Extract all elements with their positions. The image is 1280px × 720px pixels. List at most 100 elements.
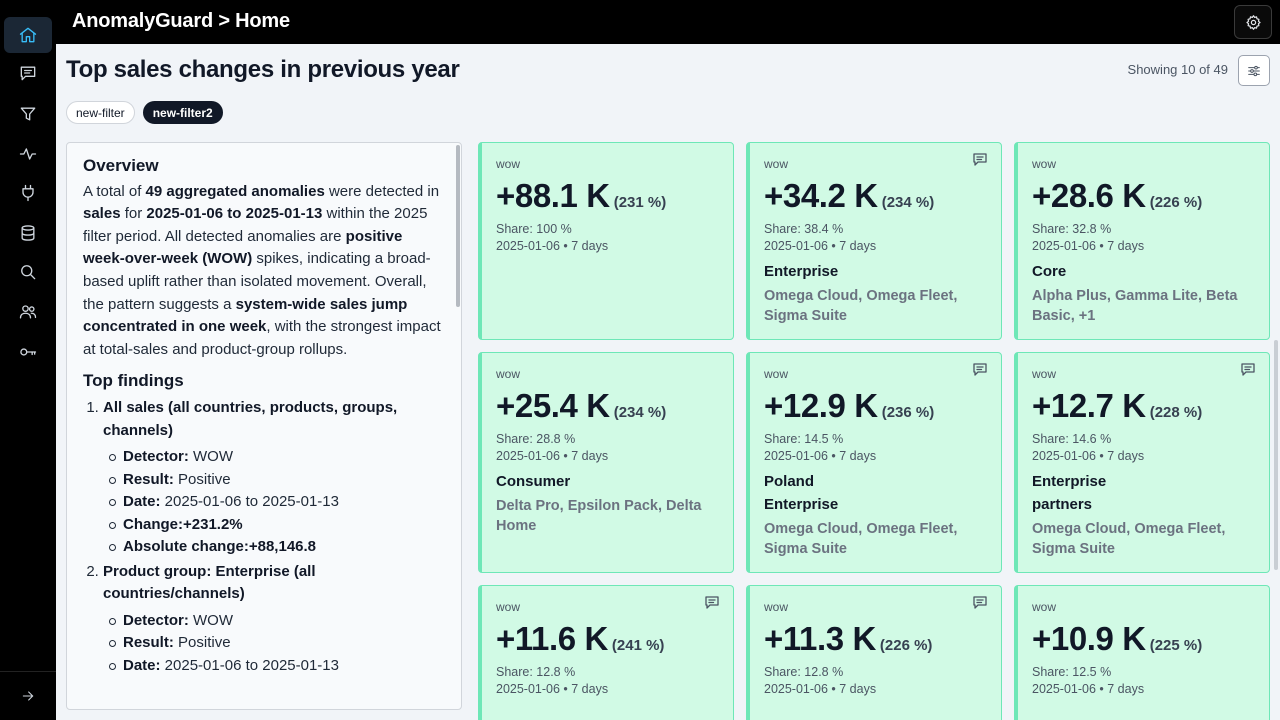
change-percent: (226 %) — [1149, 194, 1203, 211]
plug-icon — [22, 184, 34, 202]
finding-item: Product group: Enterprise (all countries… — [103, 561, 445, 678]
top-bar: AnomalyGuard > Home — [56, 0, 1280, 44]
detector-label: wow — [764, 367, 789, 381]
products-text: Omega Cloud, Omega Fleet, Sigma Suite — [764, 521, 958, 557]
findings-list: All sales (all countries, products, grou… — [83, 397, 445, 677]
anomaly-card[interactable]: wow +25.4 K (234 %) Share: 28.8 % 2025-01… — [478, 352, 734, 573]
finding-detail: Detector: WOW — [109, 610, 445, 633]
results-count: Showing 10 of 49 — [1127, 62, 1228, 77]
home-icon — [19, 27, 37, 43]
products-text: Omega Cloud, Omega Fleet, Sigma Suite — [1032, 521, 1226, 557]
sidebar-item-filter[interactable] — [4, 96, 52, 132]
anomaly-card[interactable]: wow +12.9 K (236 %) Share: 14.5 % 2025-01… — [746, 352, 1002, 573]
change-value: +11.3 K — [764, 620, 876, 657]
date-text: 2025-01-06 • 7 days — [496, 449, 609, 463]
change-value: +34.2 K — [764, 177, 878, 214]
change-percent: (234 %) — [613, 404, 667, 421]
date-text: 2025-01-06 • 7 days — [764, 239, 877, 253]
products-text: Omega Cloud, Omega Fleet, Sigma Suite — [764, 288, 958, 324]
sidebar-item-activity[interactable] — [4, 136, 52, 172]
overview-heading: Overview — [83, 156, 159, 175]
finding-detail: Date: 2025-01-06 to 2025-01-13 — [109, 491, 445, 514]
sidebar-item-integrations[interactable] — [4, 175, 52, 211]
finding-detail: Change:+231.2% — [109, 514, 445, 537]
sidebar-item-keys[interactable] — [4, 334, 52, 370]
detector-label: wow — [496, 157, 521, 171]
filter-chips: new-filter new-filter2 — [66, 101, 223, 124]
share-text: Share: 12.5 % — [1032, 665, 1112, 679]
sidebar-item-search[interactable] — [4, 254, 52, 290]
change-value: +12.9 K — [764, 387, 878, 424]
share-text: Share: 12.8 % — [764, 665, 844, 679]
share-text: Share: 14.5 % — [764, 432, 844, 446]
group-label: Enterprise — [764, 496, 839, 513]
anomaly-card[interactable]: wow +11.3 K (226 %) Share: 12.8 % 2025-01… — [746, 585, 1002, 720]
search-icon — [21, 265, 36, 280]
detector-label: wow — [764, 600, 789, 614]
overview-scrollbar[interactable] — [456, 145, 460, 307]
group-label: Enterprise — [764, 263, 839, 280]
comment-icon[interactable] — [973, 153, 987, 166]
filter-chip-active[interactable]: new-filter2 — [142, 101, 223, 124]
finding-detail: Absolute change:+88,146.8 — [109, 536, 445, 559]
anomaly-card[interactable]: wow +11.6 K (241 %) Share: 12.8 % 2025-01… — [478, 585, 734, 720]
anomaly-card[interactable]: wow +10.9 K (225 %) Share: 12.5 % 2025-01… — [1014, 585, 1270, 720]
filter-chip[interactable]: new-filter — [66, 101, 135, 124]
detector-label: wow — [1032, 157, 1057, 171]
date-text: 2025-01-06 • 7 days — [764, 449, 877, 463]
share-text: Share: 38.4 % — [764, 222, 844, 236]
detector-label: wow — [496, 367, 521, 381]
comment-icon[interactable] — [705, 596, 719, 609]
share-text: Share: 12.8 % — [496, 665, 576, 679]
sidebar-divider — [0, 671, 56, 672]
database-icon — [21, 225, 35, 241]
comment-icon[interactable] — [1241, 363, 1255, 376]
comment-icon[interactable] — [973, 363, 987, 376]
finding-detail: Date: 2025-01-06 to 2025-01-13 — [109, 655, 445, 678]
overview-panel: Overview A total of 49 aggregated anomal… — [66, 142, 462, 710]
users-icon — [19, 305, 37, 319]
sidebar-expand-button[interactable] — [4, 680, 52, 712]
sidebar-item-users[interactable] — [4, 294, 52, 330]
sliders-icon — [1248, 65, 1260, 76]
finding-detail: Result: Positive — [109, 632, 445, 655]
anomaly-card[interactable]: wow +12.7 K (228 %) Share: 14.6 % 2025-01… — [1014, 352, 1270, 573]
change-percent: (228 %) — [1149, 404, 1203, 421]
group-label: Consumer — [496, 473, 571, 490]
sidebar-item-home[interactable] — [4, 17, 52, 53]
date-text: 2025-01-06 • 7 days — [496, 682, 609, 696]
change-percent: (236 %) — [881, 404, 935, 421]
change-percent: (241 %) — [611, 637, 665, 654]
filter-settings-button[interactable] — [1238, 55, 1270, 86]
date-text: 2025-01-06 • 7 days — [1032, 239, 1145, 253]
detector-label: wow — [1032, 600, 1057, 614]
change-value: +25.4 K — [496, 387, 610, 424]
comment-icon[interactable] — [973, 596, 987, 609]
filter-icon — [20, 107, 36, 121]
change-value: +28.6 K — [1032, 177, 1146, 214]
products-text: Alpha Plus, Gamma Lite, Beta Basic, +1 — [1032, 288, 1238, 324]
group-label: Enterprise — [1032, 473, 1107, 490]
settings-button[interactable] — [1234, 5, 1272, 39]
app-breadcrumb: AnomalyGuard > Home — [72, 10, 290, 32]
sidebar-item-database[interactable] — [4, 215, 52, 251]
findings-heading: Top findings — [83, 371, 184, 391]
change-value: +88.1 K — [496, 177, 610, 214]
overview-summary: A total of 49 aggregated anomalies were … — [83, 182, 441, 358]
anomaly-card[interactable]: wow +28.6 K (226 %) Share: 32.8 % 2025-01… — [1014, 142, 1270, 340]
group-label: Core — [1032, 263, 1067, 280]
change-value: +10.9 K — [1032, 620, 1146, 657]
anomaly-card[interactable]: wow +88.1 K (231 %) Share: 100 % 2025-01-… — [478, 142, 734, 340]
change-percent: (234 %) — [881, 194, 935, 211]
date-text: 2025-01-06 • 7 days — [1032, 682, 1145, 696]
cards-scrollbar[interactable] — [1274, 340, 1278, 570]
share-text: Share: 14.6 % — [1032, 432, 1112, 446]
share-text: Share: 28.8 % — [496, 432, 576, 446]
messages-icon — [20, 66, 36, 81]
products-text: Delta Pro, Epsilon Pack, Delta Home — [496, 498, 702, 534]
sidebar-item-messages[interactable] — [4, 55, 52, 91]
date-text: 2025-01-06 • 7 days — [1032, 449, 1145, 463]
share-text: Share: 100 % — [496, 222, 572, 236]
anomaly-card[interactable]: wow +34.2 K (234 %) Share: 38.4 % 2025-01… — [746, 142, 1002, 340]
change-value: +11.6 K — [496, 620, 608, 657]
